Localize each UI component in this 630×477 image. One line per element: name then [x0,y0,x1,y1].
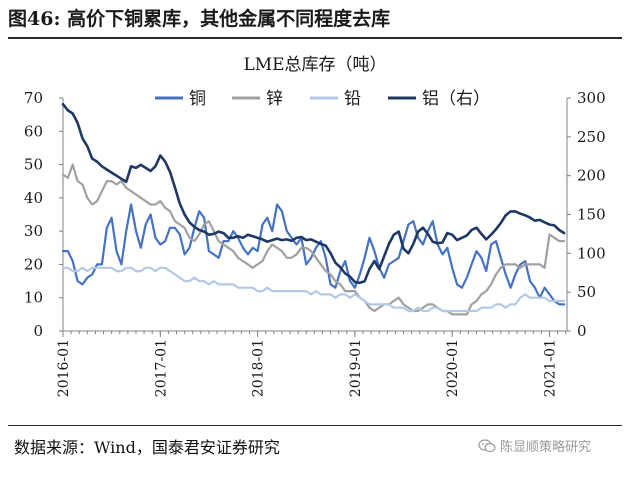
y-right-tick-label: 100 [577,244,606,262]
figure-title: 图46: 高价下铜累库，其他金属不同程度去库 [8,8,391,30]
legend-label: 锌 [266,89,283,109]
title-divider [8,37,622,39]
y-left-tick-label: 60 [24,122,43,140]
y-right-tick-label: 50 [577,283,596,301]
series-line-锌 [61,163,566,316]
legend-label: 铝（右） [422,89,490,109]
legend-label: 铜 [189,89,206,109]
series-line-铅 [61,266,566,313]
footer-divider [8,425,622,426]
y-right-tick-label: 300 [577,89,606,107]
y-left-tick-label: 10 [24,289,43,307]
y-right-tick-label: 150 [577,206,606,224]
source-note: 数据来源：Wind，国泰君安证券研究 [14,438,280,457]
y-left-tick-label: 0 [33,322,43,340]
y-right-tick-label: 0 [577,322,587,340]
series-line-铝（右） [61,102,566,285]
x-tick-label: 2018-01 [251,339,267,397]
chart-series [61,102,566,316]
x-tick-label: 2017-01 [153,339,169,397]
y-right-tick-label: 250 [577,128,606,146]
y-left-tick-label: 50 [24,156,43,174]
x-tick-label: 2016-01 [56,339,72,397]
x-tick-label: 2020-01 [445,339,461,397]
legend-label: 铅 [344,89,361,109]
inventory-line-chart: LME总库存（吨） 铜 锌 铅 铝（右） 0 10 20 30 40 50 60 70 0 50 100 1… [24,55,606,397]
x-tick-label: 2021-01 [542,339,558,397]
y-right-tick-label: 200 [577,167,606,185]
chart-axes: 0 10 20 30 40 50 60 70 0 50 100 150 200 250 300 2016-01… [24,89,606,397]
chart-heading: LME总库存（吨） [243,55,386,75]
legend: 铜 锌 铅 铝（右） [155,89,490,109]
wechat-icon [478,439,496,453]
y-left-tick-label: 30 [24,222,43,240]
y-left-tick-label: 40 [24,189,43,207]
chart-title: LME总库存（吨） [243,55,386,75]
y-left-tick-label: 70 [24,89,43,107]
x-tick-label: 2019-01 [348,339,364,397]
y-left-tick-label: 20 [24,255,43,273]
watermark: 陈显顺策略研究 [478,436,591,455]
watermark-text: 陈显顺策略研究 [500,440,592,455]
